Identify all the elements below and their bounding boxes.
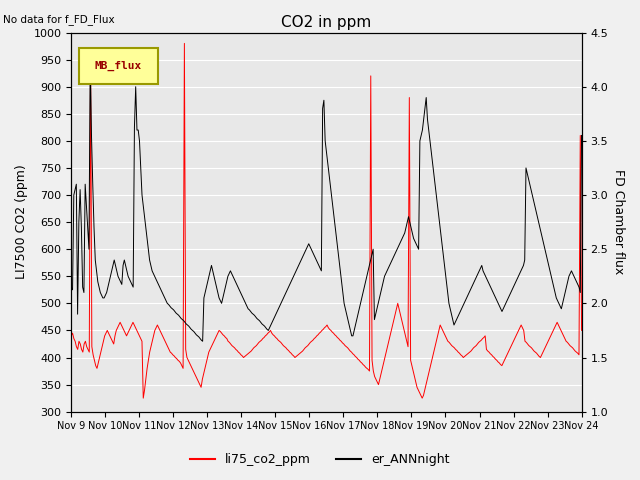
Title: CO2 in ppm: CO2 in ppm (282, 15, 372, 30)
Text: No data for f_FD_Flux: No data for f_FD_Flux (3, 14, 115, 25)
Text: MB_flux: MB_flux (95, 60, 142, 71)
Y-axis label: LI7500 CO2 (ppm): LI7500 CO2 (ppm) (15, 165, 28, 279)
Y-axis label: FD Chamber flux: FD Chamber flux (612, 169, 625, 275)
Legend: li75_co2_ppm, er_ANNnight: li75_co2_ppm, er_ANNnight (186, 448, 454, 471)
FancyBboxPatch shape (79, 48, 158, 84)
